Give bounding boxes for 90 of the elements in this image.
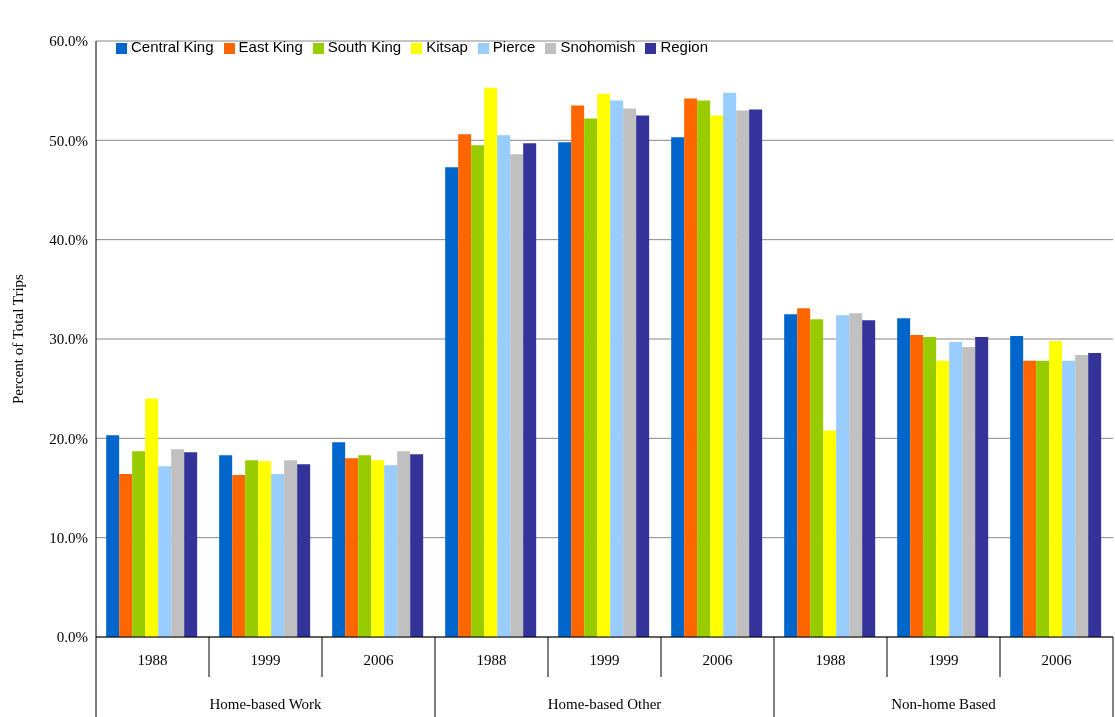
bar bbox=[523, 143, 537, 637]
bar bbox=[697, 100, 711, 637]
bar bbox=[558, 142, 572, 637]
bar bbox=[271, 474, 285, 637]
y-tick-label: 0.0% bbox=[56, 629, 88, 646]
bar bbox=[106, 435, 120, 637]
y-tick-label: 10.0% bbox=[49, 529, 88, 546]
bar bbox=[297, 464, 311, 637]
bar bbox=[497, 135, 511, 637]
y-axis-title: Percent of Total Trips bbox=[10, 273, 27, 404]
legend-label: Region bbox=[660, 38, 708, 55]
legend-label: Central King bbox=[131, 38, 214, 55]
bar bbox=[671, 137, 685, 637]
bar bbox=[710, 115, 724, 637]
bar bbox=[949, 341, 963, 637]
bar bbox=[171, 449, 185, 637]
legend-label: Pierce bbox=[492, 38, 536, 55]
legend-label: South King bbox=[327, 38, 402, 55]
bar bbox=[636, 115, 650, 637]
bar bbox=[371, 460, 385, 637]
bar bbox=[749, 109, 763, 637]
bar bbox=[358, 455, 372, 637]
bar bbox=[849, 313, 863, 637]
bar bbox=[284, 460, 298, 637]
bar bbox=[797, 308, 811, 637]
bar bbox=[258, 461, 272, 637]
bar bbox=[184, 452, 198, 637]
x-tick-label: 1999 bbox=[589, 652, 620, 668]
bar bbox=[736, 110, 750, 637]
bar bbox=[1023, 360, 1037, 637]
bar bbox=[810, 319, 824, 637]
legend-label: Snohomish bbox=[560, 38, 636, 55]
bar bbox=[458, 134, 472, 637]
bar bbox=[1049, 340, 1063, 637]
bar bbox=[1075, 354, 1089, 637]
x-tick-label: 2006 bbox=[702, 652, 733, 668]
bar bbox=[571, 105, 585, 637]
bar bbox=[145, 398, 159, 637]
bar bbox=[836, 315, 850, 637]
bar bbox=[784, 314, 798, 637]
y-tick-label: 40.0% bbox=[49, 231, 88, 248]
bar bbox=[484, 87, 498, 637]
bar bbox=[684, 98, 698, 637]
bar bbox=[910, 335, 924, 637]
bar bbox=[510, 154, 524, 637]
bar bbox=[119, 474, 133, 637]
bar bbox=[923, 337, 937, 637]
bar bbox=[471, 145, 485, 637]
bar bbox=[332, 442, 346, 637]
bar bbox=[823, 430, 837, 637]
x-tick-label: 1988 bbox=[137, 652, 168, 668]
bar bbox=[623, 108, 637, 637]
bar bbox=[897, 318, 911, 637]
x-tick-label: 1999 bbox=[928, 652, 959, 668]
bar bbox=[975, 337, 989, 637]
bar bbox=[1010, 336, 1024, 637]
y-tick-label: 30.0% bbox=[49, 331, 88, 348]
x-tick-label: 1988 bbox=[815, 652, 846, 668]
bar bbox=[597, 93, 611, 637]
y-tick-label: 20.0% bbox=[49, 430, 88, 447]
bar bbox=[862, 320, 876, 637]
x-tick-label: 2006 bbox=[363, 652, 394, 668]
legend-label: Kitsap bbox=[426, 38, 468, 55]
legend-label: East King bbox=[238, 38, 303, 55]
bar bbox=[1062, 360, 1076, 637]
text: Home-based Other bbox=[547, 696, 662, 712]
bar bbox=[345, 458, 359, 637]
x-tick-label: 2006 bbox=[1041, 652, 1072, 668]
bar bbox=[410, 454, 424, 637]
y-tick-label: 50.0% bbox=[49, 132, 88, 149]
bar bbox=[1036, 360, 1050, 637]
bar bbox=[232, 475, 246, 637]
bar bbox=[1088, 352, 1102, 637]
bar bbox=[397, 451, 411, 637]
y-tick-label: 60.0% bbox=[49, 33, 88, 50]
bar bbox=[219, 455, 233, 637]
bar bbox=[158, 466, 172, 637]
text: Home-based Work bbox=[209, 696, 323, 712]
bar bbox=[723, 92, 737, 637]
bar bbox=[584, 118, 598, 637]
bar bbox=[936, 360, 950, 637]
bar bbox=[245, 460, 259, 637]
text: Non-home Based bbox=[891, 696, 997, 712]
x-tick-label: 1988 bbox=[476, 652, 507, 668]
bar bbox=[962, 346, 976, 637]
bar bbox=[384, 465, 398, 637]
bar bbox=[445, 167, 459, 637]
x-tick-label: 1999 bbox=[250, 652, 281, 668]
bar bbox=[132, 451, 146, 637]
bar bbox=[610, 100, 624, 637]
